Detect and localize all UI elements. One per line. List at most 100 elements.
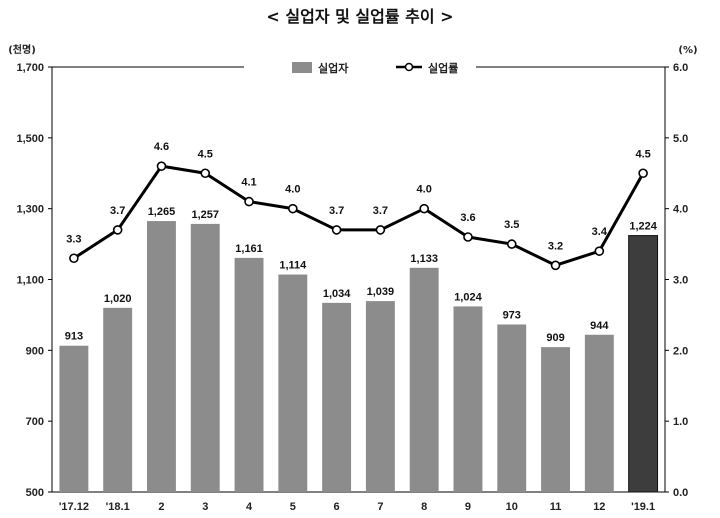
bar-data-label: 1,024: [454, 291, 482, 303]
bar: [278, 274, 308, 492]
bar-data-label: 1,224: [629, 221, 657, 233]
line-point-marker: [156, 161, 167, 171]
right-tick-label: 4.0: [673, 204, 688, 216]
line-point-marker: [69, 253, 79, 264]
left-tick-label: 1,500: [16, 133, 44, 145]
bar-data-label: 1,265: [148, 206, 176, 218]
right-tick-label: 2.0: [673, 345, 688, 357]
bar: [147, 221, 176, 492]
line-data-label: 3.7: [373, 205, 388, 217]
right-tick-label: 6.0: [673, 62, 688, 74]
line-point-marker: [331, 225, 342, 235]
left-tick-label: 1,300: [16, 204, 44, 216]
x-tick-label: 7: [377, 501, 383, 513]
right-tick-label: 5.0: [673, 133, 688, 145]
x-tick-label: 9: [465, 501, 471, 513]
right-axis-unit: (%): [678, 45, 697, 56]
x-tick-label: 8: [421, 501, 427, 513]
bar-data-label: 1,161: [235, 243, 263, 255]
line-data-label: 3.5: [504, 219, 519, 231]
line-data-label: 4.0: [417, 184, 432, 196]
line-point-marker: [463, 232, 473, 242]
x-tick-label: 5: [290, 501, 296, 513]
left-tick-label: 1,700: [16, 62, 44, 74]
left-axis-ticks: 1,700 1,500 1,300 1,100 900 700 500: [16, 62, 52, 499]
line-point-marker: [112, 225, 123, 235]
bar-data-label: 1,039: [367, 286, 395, 298]
bar-data-label: 944: [590, 320, 609, 332]
line-data-label: 3.7: [329, 205, 344, 217]
line-point-marker: [200, 168, 211, 179]
x-tick-label: 2: [158, 501, 164, 513]
x-tick-label: '17.12: [59, 501, 89, 513]
bar-data-label: 1,133: [410, 253, 438, 265]
chart-title: < 실업자 및 실업률 추이 >: [266, 7, 453, 26]
left-axis-unit: (천명): [8, 43, 36, 56]
unemployment-rate-line: [73, 164, 645, 267]
right-tick-label: 3.0: [673, 275, 688, 287]
line-data-label: 4.1: [241, 177, 256, 189]
bar: [103, 307, 133, 492]
bar: [584, 334, 614, 492]
line-point-marker: [419, 203, 429, 214]
plot-frame: [51, 66, 666, 493]
x-tick-label: 10: [506, 501, 518, 513]
line-point-marker: [638, 168, 648, 179]
x-tick-label: 6: [334, 501, 340, 513]
bar-data-label: 973: [503, 309, 521, 321]
bar: [234, 257, 264, 492]
x-axis-ticks: '17.12 '18.1 2 3 4 5 6 7 8 9 10 11 12 '19.1: [59, 501, 655, 513]
bar: [365, 301, 395, 492]
legend-label-bar: 실업자: [318, 61, 349, 75]
x-tick-label: 4: [246, 501, 253, 513]
line-series: [69, 161, 648, 271]
line-point-marker: [594, 246, 605, 256]
legend-swatch-marker: [404, 62, 414, 72]
x-tick-label: '18.1: [106, 501, 130, 513]
bar: [628, 235, 659, 493]
bar: [59, 345, 89, 492]
line-data-label: 4.5: [635, 148, 650, 160]
bar: [541, 347, 570, 492]
bar-data-label: 1,114: [279, 260, 307, 272]
x-tick-label: 11: [550, 501, 562, 513]
left-tick-label: 700: [26, 416, 44, 428]
line-data-label: 3.6: [460, 212, 475, 224]
right-tick-label: 0.0: [673, 487, 688, 499]
bar: [453, 306, 483, 492]
line-data-label: 3.3: [66, 233, 81, 245]
line-data-label: 4.5: [198, 148, 213, 160]
legend-swatch-bar: [292, 62, 312, 73]
line-point-marker: [506, 239, 517, 249]
x-tick-label: '19.1: [631, 501, 655, 513]
line-data-label: 3.2: [548, 240, 563, 252]
line-point-marker: [244, 196, 254, 207]
bar: [190, 223, 220, 493]
bar-series: [59, 221, 659, 493]
left-tick-label: 1,100: [16, 275, 44, 287]
x-tick-label: 12: [593, 501, 605, 513]
legend-label-line: 실업률: [428, 61, 458, 75]
left-tick-label: 500: [26, 487, 44, 499]
line-data-label: 3.4: [592, 226, 608, 238]
bar-data-label: 913: [65, 331, 83, 343]
bar: [497, 324, 527, 492]
line-data-label: 4.6: [154, 141, 169, 153]
bar-data-label: 1,257: [191, 209, 219, 221]
right-axis-ticks: 6.0 5.0 4.0 3.0 2.0 1.0 0.0: [665, 62, 688, 499]
right-tick-label: 1.0: [673, 416, 688, 428]
bar-data-label: 1,020: [104, 293, 132, 305]
legend: 실업자 실업률: [292, 61, 458, 75]
left-tick-label: 900: [26, 345, 44, 357]
line-point-marker: [550, 260, 561, 271]
bar-data-labels: 913 1,020 1,265 1,257 1,161 1,114 1,034 1,039 1,…: [65, 206, 658, 344]
bar: [322, 302, 352, 492]
x-tick-label: 3: [202, 501, 208, 513]
line-data-label: 3.7: [110, 205, 125, 217]
bar-data-label: 1,034: [323, 288, 351, 300]
line-point-marker: [375, 225, 386, 235]
bar: [409, 267, 439, 492]
line-data-label: 4.0: [285, 184, 300, 196]
bar-data-label: 909: [546, 332, 564, 344]
